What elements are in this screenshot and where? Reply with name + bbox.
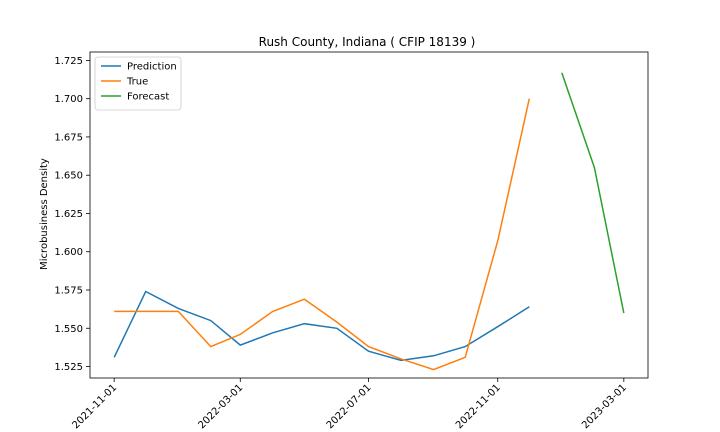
y-tick-label: 1.700 [54, 94, 83, 105]
series-line-prediction [113, 290, 530, 362]
y-tick-label: 1.625 [54, 209, 83, 220]
plot-frame [89, 51, 649, 379]
legend-label-forecast: Forecast [127, 92, 169, 103]
y-tick-label: 1.650 [54, 171, 83, 182]
y-axis-label: Microbusiness Density [39, 158, 50, 270]
x-tick-label: 2022-11-01 [454, 382, 503, 431]
y-tick-label: 1.525 [54, 362, 83, 373]
series-line-forecast [561, 72, 625, 314]
x-tick-label: 2022-07-01 [325, 382, 374, 431]
chart-title: Rush County, Indiana ( CFIP 18139 ) [259, 35, 476, 49]
y-tick-label: 1.600 [54, 247, 83, 258]
series-line-true [114, 98, 531, 371]
series-layer [113, 72, 625, 371]
y-tick-label: 1.575 [54, 285, 83, 296]
x-tick-label: 2021-11-01 [70, 382, 119, 431]
y-tick-label: 1.675 [54, 132, 83, 143]
x-tick-label: 2023-03-01 [580, 382, 629, 431]
legend: Prediction True Forecast [94, 56, 182, 111]
plot-area [89, 51, 649, 379]
y-tick-label: 1.725 [54, 56, 83, 67]
x-axis: 2021-11-01 2022-03-01 2022-07-01 2022-11-01… [70, 378, 629, 431]
x-tick-label: 2022-03-01 [197, 382, 246, 431]
legend-label-true: True [126, 77, 148, 88]
y-axis: 1.525 1.550 1.575 1.600 1.625 1.650 1.675 1.700… [54, 56, 90, 373]
legend-label-prediction: Prediction [127, 62, 177, 73]
y-tick-label: 1.550 [54, 324, 83, 335]
